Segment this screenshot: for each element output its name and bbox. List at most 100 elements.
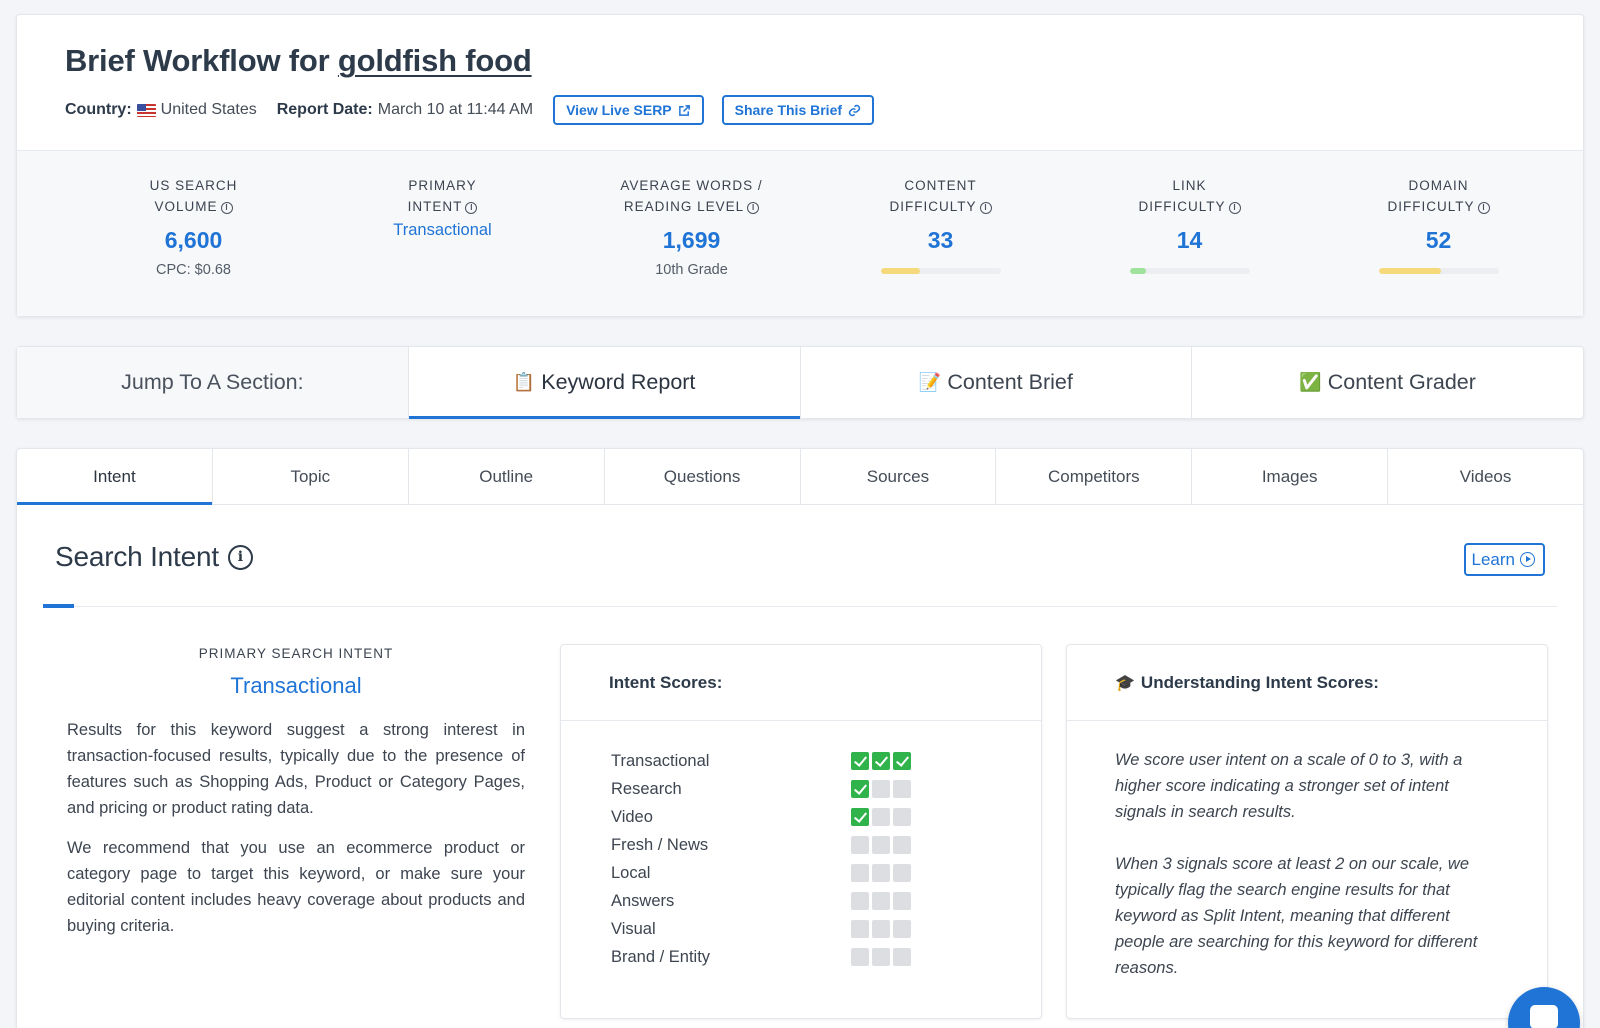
stat-label: INTENT [407, 199, 463, 214]
list-item: Brand / Entity [611, 943, 1041, 971]
check-mark-icon: ✅ [1299, 372, 1322, 392]
score-empty-box [872, 948, 890, 966]
intent-scores-title: Intent Scores: [561, 645, 1041, 721]
stat-label: LINK [1172, 178, 1207, 193]
list-item: Video [611, 803, 1041, 831]
score-empty-box [872, 920, 890, 938]
content-difficulty-value: 33 [927, 227, 954, 253]
intent-name: Research [611, 779, 682, 798]
jump-content-brief[interactable]: 📝 Content Brief [799, 347, 1192, 418]
tab-questions[interactable]: Questions [603, 449, 800, 504]
score-empty-box [893, 920, 911, 938]
intent-name: Brand / Entity [611, 947, 711, 966]
score-boxes [851, 948, 911, 966]
section-title: Search Intent [55, 541, 219, 572]
tab-topic[interactable]: Topic [211, 449, 408, 504]
understanding-intent-panel: 🎓 Understanding Intent Scores: We score … [1066, 644, 1548, 1019]
score-boxes [851, 920, 911, 938]
brief-header-card: Brief Workflow for goldfish food Country… [16, 14, 1584, 317]
stat-label: DIFFICULTY [889, 199, 977, 214]
jump-content-grader[interactable]: ✅ Content Grader [1191, 347, 1583, 418]
score-check-icon [851, 780, 869, 798]
jump-keyword-report[interactable]: 📋 Keyword Report [407, 347, 800, 419]
section-header: Search Intent i [55, 541, 253, 573]
score-boxes [851, 808, 911, 826]
score-empty-box [893, 948, 911, 966]
tab-videos[interactable]: Videos [1387, 449, 1583, 504]
info-icon[interactable]: i [227, 544, 253, 570]
stat-label: CONTENT [904, 178, 977, 193]
score-empty-box [872, 780, 890, 798]
tab-images[interactable]: Images [1191, 449, 1387, 504]
info-icon[interactable]: i [747, 202, 760, 214]
intent-name: Video [611, 807, 653, 826]
country-value: United States [160, 101, 257, 118]
stat-search-volume: US SEARCH VOLUME i 6,600 CPC: $0.68 [69, 151, 318, 316]
content-difficulty-bar-fill [880, 268, 921, 274]
info-icon[interactable]: i [1228, 202, 1241, 214]
intent-scores-list: Transactional Research Video Fresh / New… [561, 721, 1041, 971]
primary-intent-summary: PRIMARY SEARCH INTENT Transactional Resu… [67, 646, 525, 939]
info-icon[interactable]: i [220, 202, 233, 214]
intent-description: Results for this keyword suggest a stron… [67, 721, 525, 817]
reading-level-value: 10th Grade [655, 262, 728, 278]
intent-name: Visual [611, 919, 656, 938]
score-empty-box [872, 836, 890, 854]
info-icon[interactable]: i [979, 202, 992, 214]
section-divider [43, 606, 1557, 607]
keyword-link[interactable]: goldfish food [337, 43, 532, 78]
score-boxes [851, 752, 911, 770]
report-date-info: Report Date: March 10 at 11:44 AM [277, 101, 533, 119]
primary-search-intent-label: PRIMARY SEARCH INTENT [198, 646, 394, 661]
list-item: Visual [611, 915, 1041, 943]
external-link-icon [678, 104, 690, 116]
link-difficulty-bar [1129, 268, 1250, 274]
understanding-paragraph: We score user intent on a scale of 0 to … [1115, 751, 1463, 821]
intent-scores-panel: Intent Scores: Transactional Research Vi… [560, 644, 1042, 1019]
stat-content-difficulty: CONTENT DIFFICULTY i 33 [816, 151, 1065, 316]
keyword-report-card: Intent Topic Outline Questions Sources C… [16, 448, 1584, 1028]
tab-outline[interactable]: Outline [407, 449, 604, 504]
report-date-label: Report Date: [276, 101, 373, 118]
link-difficulty-value: 14 [1176, 227, 1203, 253]
score-boxes [851, 836, 911, 854]
score-empty-box [893, 864, 911, 882]
title-prefix: Brief Workflow for [65, 43, 338, 78]
country-info: Country: United States [65, 101, 257, 119]
stat-label: DIFFICULTY [1138, 199, 1226, 214]
score-empty-box [851, 920, 869, 938]
view-live-serp-button[interactable]: View Live SERP [553, 95, 704, 125]
info-icon[interactable]: i [465, 202, 478, 214]
stat-primary-intent: PRIMARY INTENT i Transactional [318, 151, 567, 316]
stat-average-words: AVERAGE WORDS / READING LEVEL i 1,699 10th… [567, 151, 816, 316]
score-boxes [851, 892, 911, 910]
share-brief-button[interactable]: Share This Brief [721, 95, 875, 125]
intent-name: Local [611, 863, 651, 882]
score-check-icon [872, 752, 890, 770]
info-icon[interactable]: i [1477, 202, 1490, 214]
score-empty-box [872, 808, 890, 826]
understanding-paragraph: When 3 signals score at least 2 on our s… [1115, 855, 1478, 977]
score-boxes [851, 864, 911, 882]
memo-icon: 📝 [918, 372, 942, 392]
stat-label: AVERAGE WORDS / [620, 178, 763, 193]
country-label: Country: [65, 101, 132, 118]
jump-item-label: Content Grader [1327, 370, 1476, 394]
list-item: Answers [611, 887, 1041, 915]
search-volume-value: 6,600 [164, 227, 223, 253]
intent-name: Transactional [611, 751, 710, 770]
domain-difficulty-value: 52 [1425, 227, 1452, 253]
jump-label: Jump To A Section: [17, 347, 408, 418]
learn-label: Learn [1471, 549, 1515, 569]
intent-name: Answers [611, 891, 675, 910]
stat-label: VOLUME [154, 199, 218, 214]
tab-competitors[interactable]: Competitors [995, 449, 1191, 504]
cpc-value: CPC: $0.68 [156, 262, 231, 278]
score-empty-box [893, 780, 911, 798]
learn-button[interactable]: Learn [1463, 543, 1545, 576]
score-check-icon [851, 752, 869, 770]
tab-intent[interactable]: Intent [17, 449, 212, 505]
tab-sources[interactable]: Sources [799, 449, 996, 504]
section-divider-accent [43, 604, 74, 608]
score-empty-box [872, 892, 890, 910]
